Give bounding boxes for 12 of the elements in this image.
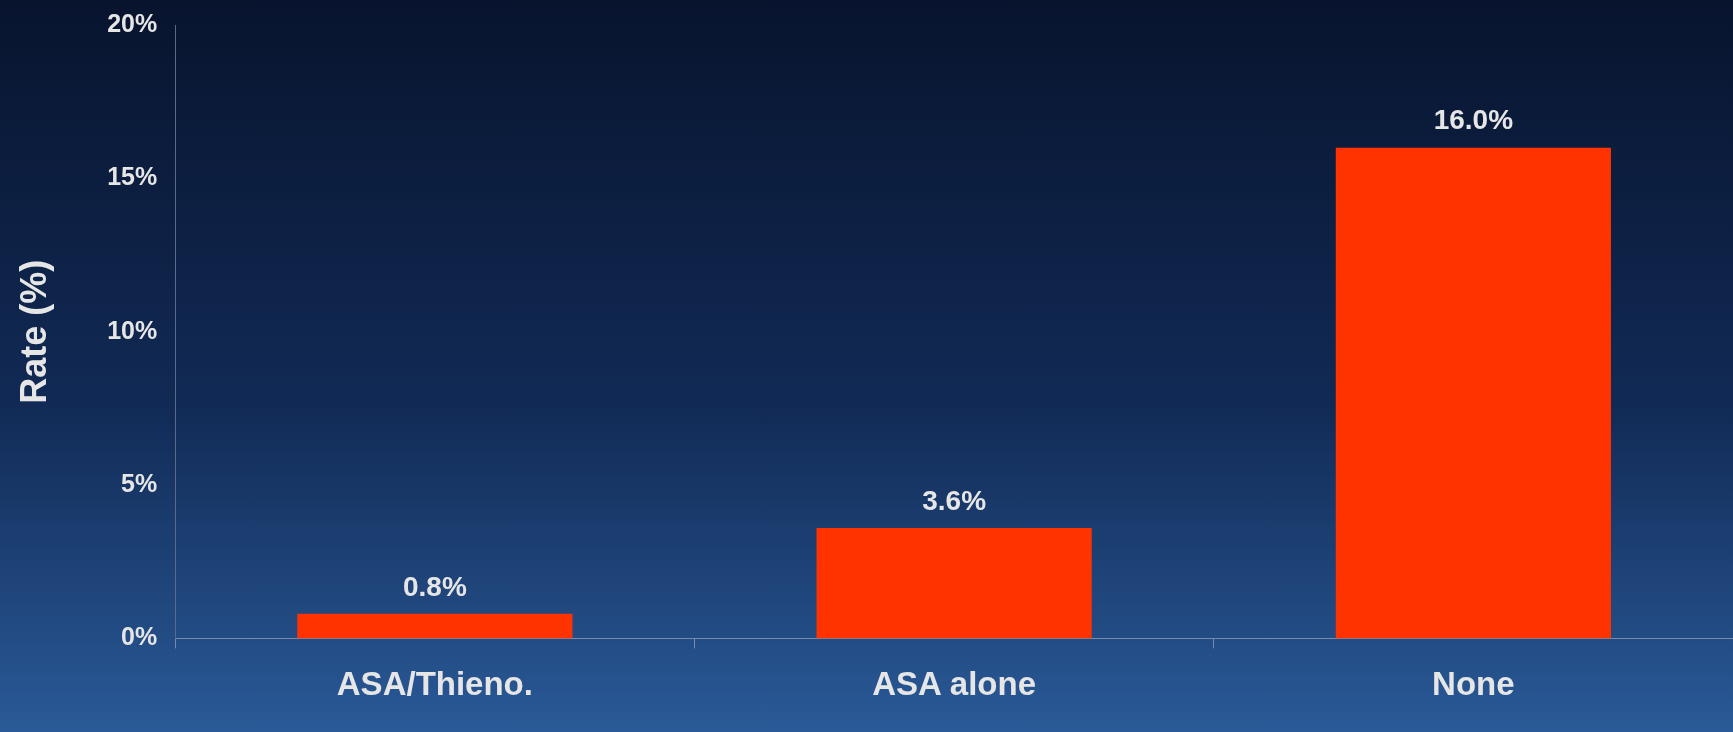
y-tick-label: 0% xyxy=(121,622,158,651)
data-label: 3.6% xyxy=(922,484,987,516)
data-label: 0.8% xyxy=(402,570,467,602)
y-axis-title: Rate (%) xyxy=(12,259,54,404)
x-tick-label: ASA/Thieno. xyxy=(336,665,533,703)
data-label: 16.0% xyxy=(1433,104,1514,136)
x-tick-label: ASA alone xyxy=(872,665,1037,703)
y-tick-label: 15% xyxy=(107,162,158,191)
y-tick-label: 10% xyxy=(107,315,158,344)
y-tick-label: 5% xyxy=(121,468,158,497)
y-tick-label: 20% xyxy=(107,8,158,37)
x-tick-label: None xyxy=(1432,665,1515,703)
